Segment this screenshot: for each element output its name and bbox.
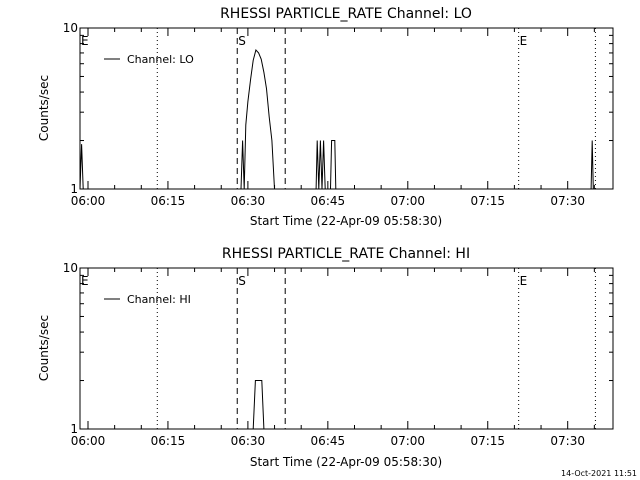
x-tick-label: 06:15 [151,434,186,448]
chart-panel-lo: RHESSI PARTICLE_RATE Channel: LO Counts/… [37,6,614,228]
plot-frame [79,267,614,430]
legend: Channel: LO [104,53,194,66]
x-tick-label: 06:45 [311,434,346,448]
y-tick-label: 1 [70,422,78,436]
series-line [79,48,594,190]
chart-panel-hi: RHESSI PARTICLE_RATE Channel: HI Counts/… [37,246,614,469]
x-tick-label: 06:15 [151,194,186,208]
y-tick-label: 10 [63,21,78,35]
x-tick-label: 06:45 [311,194,346,208]
event-marker-label: S [238,34,246,48]
x-axis-label: Start Time (22-Apr-09 05:58:30) [250,214,442,228]
event-marker-label: E [81,274,89,288]
axis-ticks: 06:00 06:15 06:30 06:45 07:00 07:15 07:30 1 10 [63,21,613,208]
y-tick-label: 1 [70,182,78,196]
x-tick-label: 07:00 [390,194,425,208]
event-marker-label: S [238,274,246,288]
x-tick-label: 07:15 [470,194,505,208]
x-tick-label: 06:00 [71,434,106,448]
event-marker-label: E [81,34,89,48]
x-tick-label: 06:30 [231,434,266,448]
series-line [252,380,265,430]
legend-label: Channel: HI [127,293,191,306]
event-marker-label: E [520,34,528,48]
x-tick-label: 06:30 [231,194,266,208]
x-tick-label: 07:30 [550,194,585,208]
data-series [79,48,594,190]
x-axis-label: Start Time (22-Apr-09 05:58:30) [250,455,442,469]
y-tick-label: 10 [63,261,78,275]
event-marker-label: E [520,274,528,288]
x-tick-label: 07:15 [470,434,505,448]
x-tick-label: 07:00 [390,434,425,448]
x-tick-label: 06:00 [71,194,106,208]
axis-ticks: 06:00 06:15 06:30 06:45 07:00 07:15 07:30 1 10 [63,261,613,448]
generated-timestamp: 14-Oct-2021 11:51 [561,469,637,478]
y-axis-label: Counts/sec [37,75,51,141]
data-series [252,380,265,430]
y-axis-label: Counts/sec [37,315,51,381]
legend-label: Channel: LO [127,53,194,66]
x-tick-label: 07:30 [550,434,585,448]
chart-title: RHESSI PARTICLE_RATE Channel: HI [222,246,470,262]
chart-title: RHESSI PARTICLE_RATE Channel: LO [220,6,472,22]
legend: Channel: HI [104,293,191,306]
